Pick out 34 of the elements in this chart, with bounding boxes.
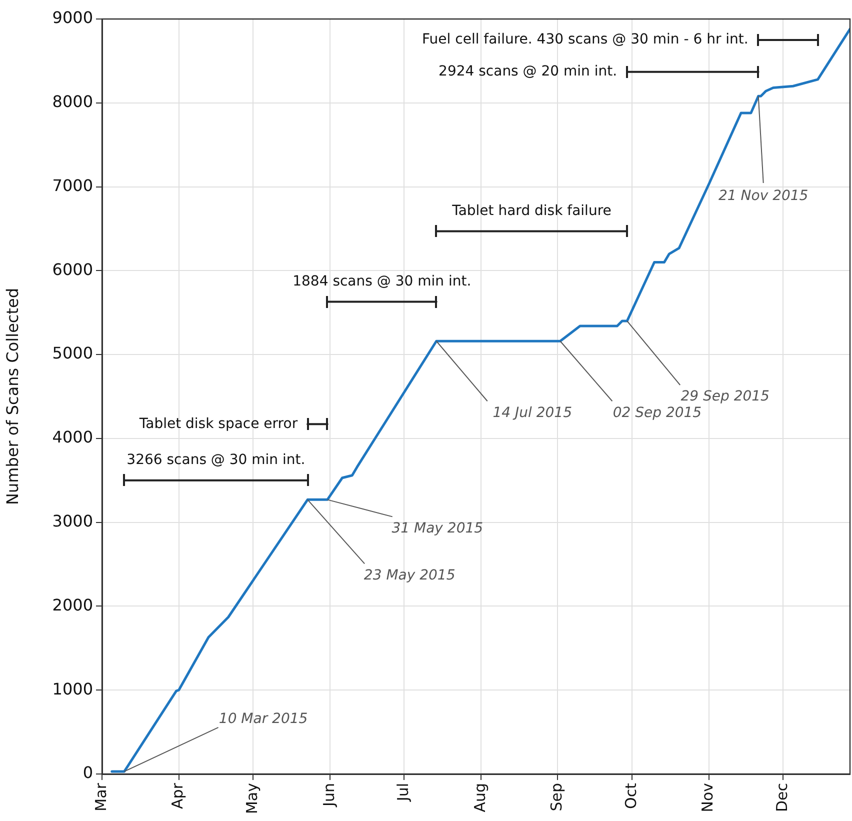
annotation: 23 May 2015: [364, 567, 456, 584]
annotation: Tablet hard disk failure: [451, 202, 612, 219]
annotation: 1884 scans @ 30 min int.: [292, 273, 472, 290]
y-tick-label: 1000: [52, 679, 93, 698]
annotation: Tablet disk space error: [138, 416, 298, 432]
y-tick-label: 0: [82, 763, 93, 782]
x-tick-label: Jun: [320, 783, 338, 808]
x-tick-label: Nov: [698, 782, 717, 812]
annotation: 02 Sep 2015: [612, 404, 702, 421]
annotation: 14 Jul 2015: [492, 404, 572, 421]
x-tick-label: Aug: [470, 783, 489, 812]
x-tick-label: Apr: [168, 782, 187, 809]
annotation: 10 Mar 2015: [218, 711, 308, 728]
y-tick-label: 4000: [52, 428, 93, 447]
x-tick-label: Oct: [622, 782, 640, 809]
annotation: Fuel cell failure. 430 scans @ 30 min - 6 hr int.: [422, 32, 748, 48]
annotation: 3266 scans @ 30 min int.: [126, 452, 306, 468]
x-tick-label: Dec: [773, 783, 792, 812]
annotation: 31 May 2015: [392, 520, 484, 536]
y-axis-title: Number of Scans Collected: [2, 288, 22, 505]
x-tick-label: Sep: [548, 783, 566, 812]
annotation: 2924 scans @ 20 min int.: [438, 63, 618, 80]
y-tick-label: 7000: [52, 176, 93, 195]
y-tick-label: 3000: [52, 511, 93, 530]
y-tick-label: 2000: [52, 595, 93, 614]
x-tick-label: Mar: [92, 782, 110, 812]
y-tick-label: 9000: [52, 8, 93, 28]
y-tick-label: 6000: [52, 260, 93, 279]
annotation: 29 Sep 2015: [680, 388, 770, 405]
annotation: 21 Nov 2015: [718, 188, 808, 204]
x-tick-label: Jul: [394, 783, 412, 802]
y-tick-label: 5000: [52, 344, 93, 363]
y-tick-label: 8000: [52, 92, 93, 112]
x-tick-label: May: [242, 782, 261, 814]
